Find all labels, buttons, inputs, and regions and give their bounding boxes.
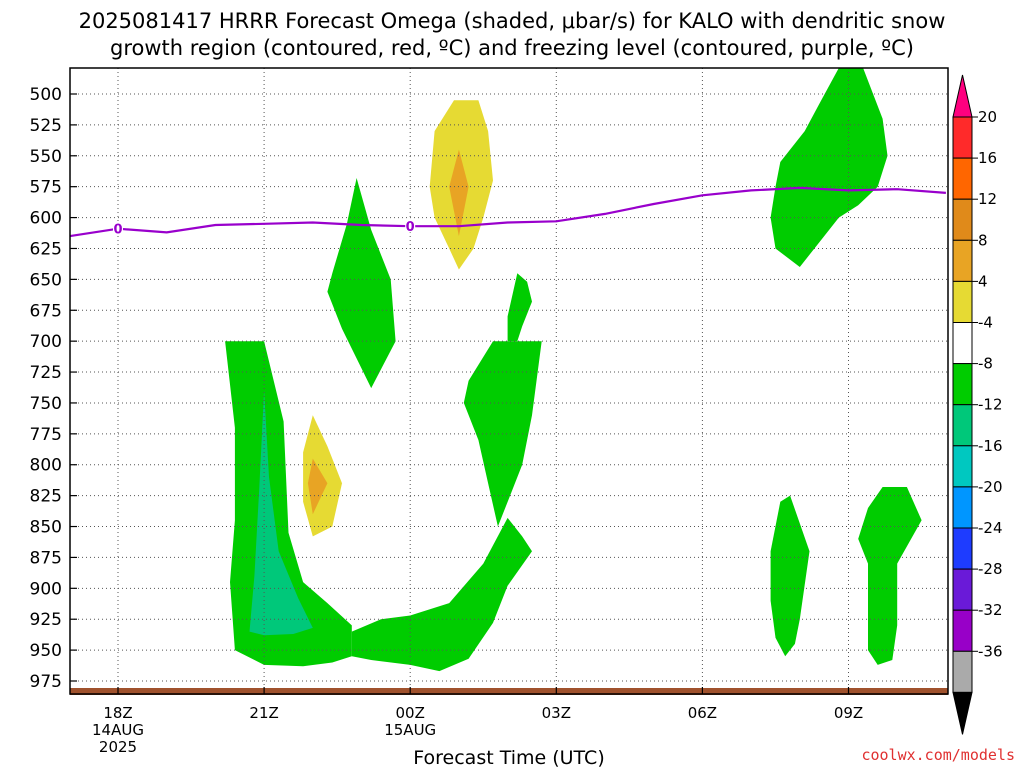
y-tick-label: 600 — [30, 209, 62, 229]
y-tick-label: 750 — [30, 394, 62, 414]
y-tick-label: 800 — [30, 456, 62, 476]
ground-strip — [70, 688, 948, 695]
colorbar: 20 16 12 8 4 -4 -8 -12 -16 -20 -24 -28 -32 -36 — [952, 74, 1003, 735]
y-tick-label: 675 — [30, 301, 62, 321]
colorbar-box — [952, 486, 973, 529]
freezing-level-label: 0 — [113, 223, 122, 238]
colorbar-box — [952, 280, 973, 323]
omega-region-5 — [507, 273, 532, 342]
colorbar-box — [952, 239, 973, 282]
omega-region-2 — [327, 178, 396, 389]
omega-region-6 — [770, 68, 888, 267]
colorbar-label: 12 — [978, 190, 997, 208]
y-tick-label: 950 — [30, 641, 62, 661]
colorbar-box — [952, 609, 973, 652]
colorbar-box — [952, 157, 973, 200]
y-tick-label: 700 — [30, 332, 62, 352]
x-tick-label: 09Z — [834, 704, 863, 722]
x-tick-label: 00Z — [396, 704, 425, 722]
omega-region-3 — [351, 517, 532, 672]
colorbar-label: -24 — [978, 519, 1003, 537]
y-tick-label: 925 — [30, 610, 62, 630]
freezing-label-bg — [405, 219, 416, 233]
y-tick-label: 900 — [30, 579, 62, 599]
colorbar-box — [952, 527, 973, 570]
x-tick-label: 03Z — [542, 704, 571, 722]
omega-region-7 — [770, 495, 810, 657]
chart-title-line-2: growth region (contoured, red, ºC) and f… — [110, 36, 914, 60]
x-tick-year: 2025 — [99, 738, 137, 756]
colorbar-label: -12 — [978, 396, 1003, 414]
colorbar-box — [952, 650, 973, 693]
omega-region-8 — [858, 487, 922, 665]
y-tick-label: 550 — [30, 147, 62, 167]
colorbar-label: 8 — [978, 231, 988, 249]
omega-region-1 — [249, 390, 313, 636]
colorbar-label: 4 — [978, 272, 988, 290]
y-tick-label: 725 — [30, 363, 62, 383]
colorbar-label: -36 — [978, 642, 1003, 660]
colorbar-bottom-triangle — [952, 691, 973, 735]
y-tick-label: 575 — [30, 178, 62, 198]
y-tick-label: 525 — [30, 116, 62, 136]
credit-text: coolwx.com/models — [861, 746, 1015, 764]
colorbar-box — [952, 445, 973, 488]
colorbar-label: -32 — [978, 601, 1003, 619]
plot-frame — [69, 67, 949, 695]
y-axis-ticks: 500 525 550 575 600 625 650 675 700 725 750 775 800 8… — [30, 85, 77, 692]
colorbar-label: -28 — [978, 560, 1003, 578]
colorbar-box — [952, 404, 973, 447]
y-tick-label: 975 — [30, 672, 62, 692]
colorbar-box — [952, 568, 973, 611]
omega-region-12 — [307, 458, 328, 515]
x-tick-label: 06Z — [688, 704, 717, 722]
y-tick-label: 625 — [30, 239, 62, 259]
colorbar-label: -16 — [978, 437, 1003, 455]
x-tick-label: 21Z — [249, 704, 278, 722]
freezing-label-bg — [113, 221, 123, 235]
omega-shaded-regions — [225, 68, 922, 672]
colorbar-box — [952, 198, 973, 241]
freezing-level-path — [69, 186, 946, 238]
x-tick-label: 18Z — [103, 704, 132, 722]
omega-region-10 — [449, 149, 469, 237]
colorbar-box — [952, 116, 973, 159]
colorbar-label: 16 — [978, 149, 997, 167]
x-axis-title: Forecast Time (UTC) — [413, 747, 604, 768]
y-tick-label: 775 — [30, 425, 62, 445]
y-tick-label: 825 — [30, 487, 62, 507]
colorbar-box — [952, 322, 973, 365]
x-tick-date: 15AUG — [384, 721, 436, 739]
freezing-level-label: 0 — [406, 220, 415, 235]
colorbar-label: -4 — [978, 314, 993, 332]
x-tick-date: 14AUG — [92, 721, 144, 739]
colorbar-label: 20 — [978, 108, 997, 126]
y-tick-label: 650 — [30, 270, 62, 290]
colorbar-label: -20 — [978, 478, 1003, 496]
colorbar-box — [952, 363, 973, 406]
colorbar-top-triangle — [952, 74, 973, 118]
colorbar-label: -8 — [978, 355, 993, 373]
y-tick-label: 850 — [30, 518, 62, 538]
chart-title-line-1: 2025081417 HRRR Forecast Omega (shaded, … — [79, 9, 946, 33]
y-tick-label: 875 — [30, 548, 62, 568]
grid-lines — [70, 68, 948, 694]
y-tick-label: 500 — [30, 85, 62, 105]
